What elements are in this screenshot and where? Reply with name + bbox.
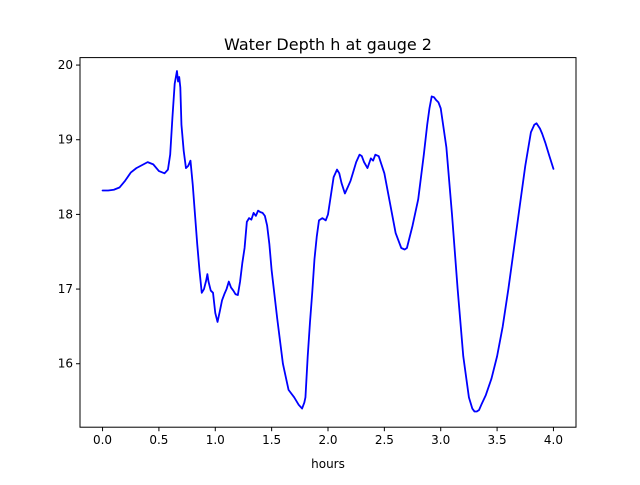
- x-tick-label: 4.0: [544, 433, 563, 447]
- series-line-0: [101, 70, 555, 413]
- x-axis-label: hours: [311, 457, 345, 471]
- x-tick-label: 2.5: [375, 433, 394, 447]
- x-tick-label: 1.5: [262, 433, 281, 447]
- chart-title: Water Depth h at gauge 2: [224, 35, 432, 54]
- plot-area: [101, 70, 555, 413]
- y-tick-label: 18: [58, 207, 73, 221]
- x-tick-label: 0.0: [93, 433, 112, 447]
- x-tick-label: 2.0: [318, 433, 337, 447]
- y-tick-label: 20: [58, 58, 73, 72]
- y-tick-label: 19: [58, 133, 73, 147]
- y-tick-label: 17: [58, 282, 73, 296]
- x-tick-label: 0.5: [149, 433, 168, 447]
- x-tick-label: 1.0: [206, 433, 225, 447]
- x-tick-label: 3.0: [431, 433, 450, 447]
- y-tick-label: 16: [58, 357, 73, 371]
- x-tick-label: 3.5: [488, 433, 507, 447]
